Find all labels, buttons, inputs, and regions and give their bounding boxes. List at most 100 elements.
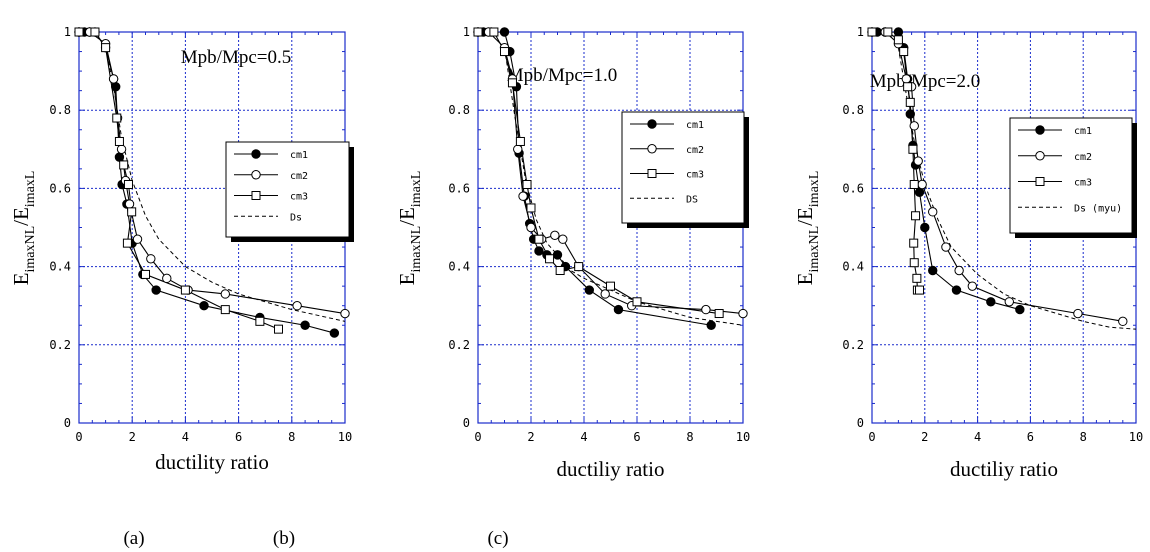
point-cm2 — [701, 304, 711, 315]
point-cm3 — [915, 285, 925, 295]
x-tick-label: 4 — [182, 430, 189, 444]
point-cm3 — [220, 305, 230, 315]
series-line-Ds — [105, 47, 345, 322]
y-tick-label: 0.2 — [448, 338, 470, 352]
point-cm2 — [116, 144, 127, 155]
point-cm2 — [526, 222, 536, 233]
x-tick-label: 2 — [129, 430, 136, 444]
point-cm2 — [901, 74, 912, 84]
legend: cm1 cm2 cm3 Ds (myu) — [1009, 117, 1137, 238]
point-cm2 — [220, 289, 231, 299]
point-cm3 — [507, 78, 517, 88]
point-cm3 — [473, 27, 483, 37]
caption-0: (a) — [123, 528, 144, 549]
legend-label: DS — [686, 194, 698, 205]
y-tick-label: 0.6 — [842, 181, 864, 195]
point-cm3 — [526, 203, 536, 213]
series-line-cm3 — [79, 32, 279, 330]
point-cm3 — [909, 238, 919, 248]
legend-label: cm2 — [1074, 152, 1092, 163]
point-cm2 — [738, 308, 748, 319]
point-cm3 — [90, 27, 100, 37]
series-line-Ds (myu) — [897, 47, 1136, 330]
point-cm1 — [986, 297, 996, 307]
legend-marker — [1035, 125, 1045, 135]
legend-marker — [1035, 177, 1045, 186]
legend-label: cm3 — [686, 170, 704, 181]
y-tick-label: 1 — [857, 25, 864, 39]
x-tick-label: 4 — [580, 430, 587, 444]
legend-label: cm2 — [686, 145, 704, 156]
legend-marker — [647, 144, 657, 154]
x-tick-label: 4 — [974, 430, 981, 444]
point-cm1 — [613, 304, 624, 315]
x-tick-label: 2 — [921, 430, 928, 444]
x-tick-label: 0 — [75, 430, 82, 444]
legend-marker — [251, 149, 261, 159]
point-cm1 — [534, 246, 544, 256]
x-tick-label: 10 — [1129, 430, 1143, 444]
point-cm1 — [951, 285, 962, 295]
point-cm3 — [606, 281, 615, 291]
legend-label: cm2 — [290, 171, 308, 182]
point-cm2 — [558, 234, 568, 244]
point-cm3 — [909, 179, 919, 189]
point-cm3 — [912, 273, 922, 283]
point-cm3 — [101, 43, 111, 53]
x-tick-label: 8 — [288, 430, 295, 444]
point-cm2 — [146, 254, 156, 264]
point-cm1 — [114, 152, 125, 162]
y-tick-label: 0 — [463, 416, 470, 430]
point-cm1 — [329, 328, 340, 338]
legend-box — [225, 141, 350, 238]
captions: (a) (b) (c) — [123, 528, 508, 549]
legend-box — [1009, 117, 1133, 234]
legend-marker — [1035, 151, 1045, 161]
point-cm3 — [114, 136, 124, 146]
point-cm2 — [550, 230, 560, 241]
y-axis-label-sub: imaxNL — [23, 226, 38, 273]
point-cm3 — [867, 27, 877, 37]
y-tick-label: 0.4 — [448, 260, 470, 274]
point-cm3 — [522, 179, 532, 189]
y-axis-label-sub: imaxNL — [807, 226, 822, 273]
y-axis-label-sub: imaxL — [807, 171, 822, 208]
point-cm1 — [920, 222, 930, 233]
point-cm2 — [124, 199, 135, 209]
point-cm3 — [534, 234, 544, 244]
y-axis-label: EimaxNL/EimaxL — [395, 171, 424, 286]
point-cm2 — [1118, 316, 1128, 327]
point-cm1 — [905, 109, 915, 119]
point-cm3 — [911, 211, 921, 221]
y-tick-label: 0.2 — [842, 338, 864, 352]
point-cm1 — [499, 27, 510, 37]
legend-label: Ds — [290, 212, 302, 223]
y-axis-label-sub: imaxNL — [409, 226, 424, 273]
x-tick-label: 2 — [527, 430, 534, 444]
y-tick-label: 0.6 — [448, 181, 470, 195]
x-axis-label: ductiliy ratio — [950, 457, 1058, 481]
x-tick-label: 10 — [338, 430, 352, 444]
point-cm3 — [123, 179, 133, 189]
caption-1: (b) — [273, 528, 295, 549]
point-cm2 — [340, 308, 350, 319]
point-cm3 — [899, 47, 909, 57]
y-tick-label: 0.8 — [49, 103, 71, 117]
point-cm2 — [917, 179, 927, 190]
point-cm2 — [292, 301, 302, 311]
legend-marker — [251, 191, 261, 200]
y-tick-label: 1 — [64, 25, 71, 39]
point-cm3 — [908, 144, 918, 154]
x-tick-label: 8 — [1080, 430, 1087, 444]
point-cm3 — [905, 97, 915, 107]
point-cm2 — [941, 242, 951, 252]
point-cm2 — [954, 265, 964, 276]
legend-marker — [647, 119, 657, 129]
y-tick-label: 0.8 — [448, 103, 470, 117]
point-cm3 — [903, 82, 913, 92]
annotation: Mpb/Mpc=1.0 — [507, 65, 617, 86]
point-cm3 — [632, 297, 642, 307]
point-cm1 — [151, 285, 161, 295]
point-cm3 — [555, 266, 565, 276]
point-cm2 — [132, 234, 143, 244]
